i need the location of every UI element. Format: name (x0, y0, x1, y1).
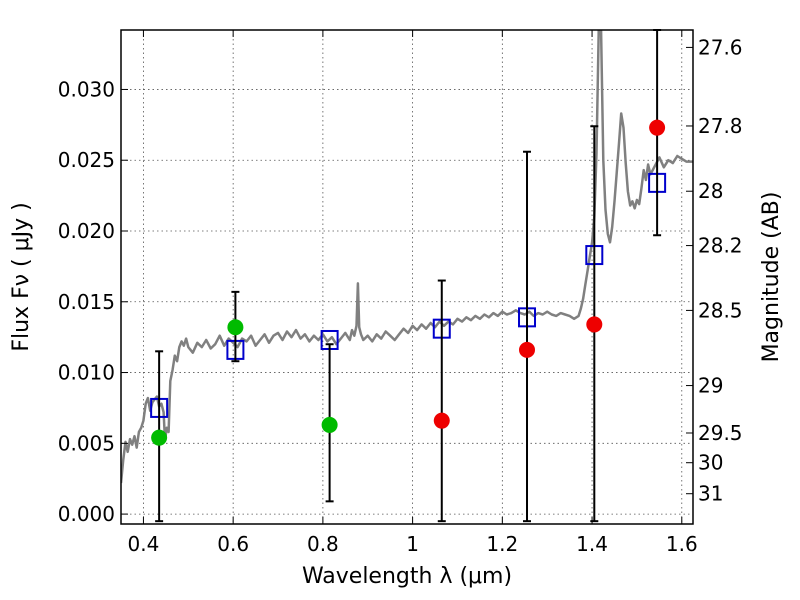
detection-point (227, 319, 244, 336)
magnitude-tick-label: 28.2 (698, 234, 743, 258)
magnitude-tick-label: 28 (698, 179, 723, 203)
x-axis-label: Wavelength λ (μm) (302, 564, 512, 589)
photometry-points (151, 119, 666, 446)
detection-point (151, 429, 168, 446)
y-tick-label: 0.030 (58, 77, 115, 101)
y-tick-label: 0.020 (58, 219, 115, 243)
x-tick-label: 1.4 (576, 532, 608, 556)
non-detection-point (519, 341, 536, 358)
x-tick-label: 1.6 (666, 532, 698, 556)
y-tick-label: 0.005 (58, 431, 115, 455)
y-tick-label: 0.025 (58, 148, 115, 172)
x-tick-label: 0.6 (217, 532, 249, 556)
magnitude-tick-label: 29.5 (698, 421, 743, 445)
y-tick-label: 0.015 (58, 290, 115, 314)
grid (121, 30, 693, 524)
y-tick-labels: 0.000 0.005 0.010 0.015 0.020 0.025 0.030 (58, 77, 115, 526)
plot-frame (120, 29, 694, 525)
detection-point (321, 416, 338, 433)
non-detection-point (586, 316, 603, 333)
magnitude-tick-label: 29 (698, 374, 723, 398)
non-detection-point (649, 119, 666, 136)
y-tick-label: 0.010 (58, 361, 115, 385)
magnitude-tick-label: 30 (698, 451, 723, 475)
y-tick-label: 0.000 (58, 502, 115, 526)
magnitude-tick-label: 27.8 (698, 114, 743, 138)
x-tick-label: 1.2 (486, 532, 518, 556)
model-spectrum-line (121, 30, 693, 484)
x-tick-labels: 0.4 0.6 0.8 1 1.2 1.4 1.6 (128, 532, 698, 556)
magnitude-tick-label: 31 (698, 482, 723, 506)
x-tick-label: 0.4 (128, 532, 160, 556)
magnitude-tick-label: 28.5 (698, 298, 743, 322)
x-tick-label: 1 (406, 532, 419, 556)
magnitude-tick-labels: 27.6 27.8 28 28.2 28.5 29 29.5 30 31 (698, 35, 743, 505)
y-axis-label: Flux Fν ( μJy ) (9, 202, 34, 351)
non-detection-point (433, 412, 450, 429)
x-tick-label: 0.8 (307, 532, 339, 556)
axis-ticks (121, 30, 693, 524)
plot-background (121, 30, 693, 524)
magnitude-tick-label: 27.6 (698, 35, 743, 59)
magnitude-axis-label: Magnitude (AB) (759, 192, 784, 363)
